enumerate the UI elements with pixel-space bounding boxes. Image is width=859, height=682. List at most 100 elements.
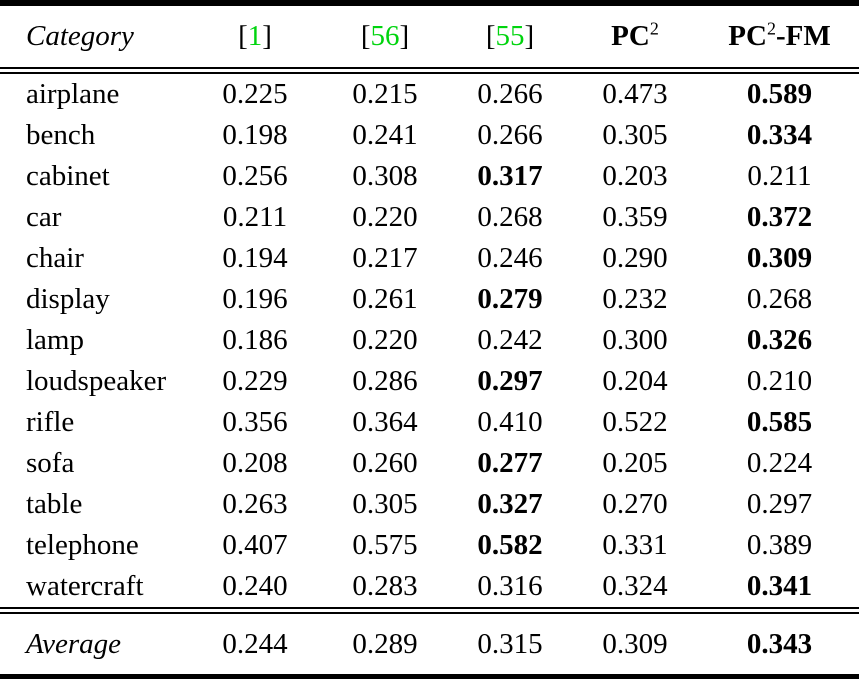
category-cell: lamp	[26, 324, 84, 356]
value-cell: 0.270	[602, 488, 668, 520]
table-row: chair 0.194 0.217 0.246 0.290 0.309	[0, 238, 859, 279]
category-cell: Average	[0, 607, 190, 677]
category-cell: telephone	[26, 529, 139, 561]
value-cell: 0.473	[602, 78, 668, 110]
bracket-close: ]	[262, 20, 272, 52]
value-cell: 0.356	[222, 406, 288, 438]
value-cell: 0.260	[352, 447, 418, 479]
value-cell: 0.300	[602, 324, 668, 356]
value-cell: 0.389	[746, 529, 813, 561]
value-cell: 0.263	[222, 488, 288, 520]
value-cell: 0.308	[352, 160, 418, 192]
bracket-open: [	[485, 20, 496, 52]
value-cell: 0.289	[320, 607, 450, 677]
table-row: airplane 0.225 0.215 0.266 0.473 0.589	[0, 71, 859, 116]
citation-number: 1	[247, 20, 263, 52]
col-header-pc2-fm: PC2-FM	[700, 3, 859, 74]
value-cell: 0.327	[477, 488, 543, 520]
value-cell: 0.215	[352, 78, 418, 110]
value-cell: 0.315	[450, 607, 570, 677]
value-cell: 0.210	[746, 365, 813, 397]
category-cell: display	[26, 283, 110, 315]
average-row-body: Average 0.244 0.289 0.315 0.309 0.343	[0, 607, 859, 677]
value-cell: 0.279	[477, 283, 543, 315]
value-cell: 0.277	[477, 447, 543, 479]
value-cell: 0.241	[352, 119, 418, 151]
table-row: watercraft 0.240 0.283 0.316 0.324 0.341	[0, 566, 859, 611]
value-cell: 0.225	[222, 78, 288, 110]
table-body: airplane 0.225 0.215 0.266 0.473 0.589 bench 0.…	[0, 71, 859, 611]
value-cell: 0.317	[477, 160, 543, 192]
value-cell: 0.582	[477, 529, 543, 561]
value-cell: 0.326	[746, 324, 813, 356]
category-cell: cabinet	[26, 160, 110, 192]
table-header: Category [1] [56] [55] PC2 PC2-FM	[0, 3, 859, 74]
bracket-close: ]	[399, 20, 410, 52]
value-cell: 0.266	[477, 78, 543, 110]
category-cell: chair	[26, 242, 84, 274]
col-header-category: Category	[0, 3, 190, 74]
value-cell: 0.407	[222, 529, 288, 561]
average-row: Average 0.244 0.289 0.315 0.309 0.343	[0, 607, 859, 677]
value-cell: 0.305	[352, 488, 418, 520]
category-cell: table	[26, 488, 83, 520]
value-cell: 0.208	[222, 447, 288, 479]
value-cell: 0.316	[477, 570, 543, 602]
value-cell: 0.359	[602, 201, 668, 233]
col-header-citation-56: [56]	[320, 3, 450, 74]
value-cell: 0.575	[352, 529, 418, 561]
value-cell: 0.324	[602, 570, 668, 602]
value-cell: 0.309	[570, 607, 700, 677]
table-row: car 0.211 0.220 0.268 0.359 0.372	[0, 197, 859, 238]
category-cell: bench	[26, 119, 96, 151]
table-row: display 0.196 0.261 0.279 0.232 0.268	[0, 279, 859, 320]
value-cell: 0.290	[602, 242, 668, 274]
value-cell: 0.309	[746, 242, 813, 274]
value-cell: 0.283	[352, 570, 418, 602]
value-cell: 0.240	[222, 570, 288, 602]
citation-number: 55	[495, 20, 525, 52]
value-cell: 0.589	[746, 78, 813, 110]
citation-number: 56	[370, 20, 400, 52]
category-cell: rifle	[26, 406, 75, 438]
value-cell: 0.217	[352, 242, 418, 274]
value-cell: 0.256	[222, 160, 288, 192]
value-cell: 0.343	[700, 607, 859, 677]
value-cell: 0.268	[477, 201, 543, 233]
category-cell: watercraft	[26, 570, 144, 602]
value-cell: 0.261	[352, 283, 418, 315]
value-cell: 0.211	[747, 160, 812, 192]
value-cell: 0.232	[602, 283, 668, 315]
table-row: table 0.263 0.305 0.327 0.270 0.297	[0, 484, 859, 525]
bracket-open: [	[360, 20, 371, 52]
value-cell: 0.266	[477, 119, 543, 151]
table-row: telephone 0.407 0.575 0.582 0.331 0.389	[0, 525, 859, 566]
value-cell: 0.244	[190, 607, 320, 677]
value-cell: 0.341	[746, 570, 813, 602]
category-cell: airplane	[26, 78, 120, 110]
method-superscript: 2	[649, 18, 659, 39]
value-cell: 0.334	[746, 119, 813, 151]
method-name: PC	[728, 20, 767, 52]
value-cell: 0.522	[602, 406, 668, 438]
value-cell: 0.410	[477, 406, 543, 438]
col-header-citation-55: [55]	[450, 3, 570, 74]
value-cell: 0.194	[222, 242, 288, 274]
category-cell: loudspeaker	[26, 365, 167, 397]
value-cell: 0.203	[602, 160, 668, 192]
value-cell: 0.305	[602, 119, 668, 151]
value-cell: 0.297	[477, 365, 543, 397]
value-cell: 0.268	[746, 283, 813, 315]
value-cell: 0.196	[222, 283, 288, 315]
value-cell: 0.220	[352, 324, 418, 356]
value-cell: 0.229	[222, 365, 288, 397]
table-row: bench 0.198 0.241 0.266 0.305 0.334	[0, 115, 859, 156]
value-cell: 0.364	[352, 406, 418, 438]
value-cell: 0.198	[222, 119, 288, 151]
category-cell: car	[26, 201, 62, 233]
method-name: PC	[611, 20, 650, 52]
value-cell: 0.331	[602, 529, 668, 561]
value-cell: 0.204	[602, 365, 668, 397]
method-suffix: -FM	[775, 20, 831, 52]
